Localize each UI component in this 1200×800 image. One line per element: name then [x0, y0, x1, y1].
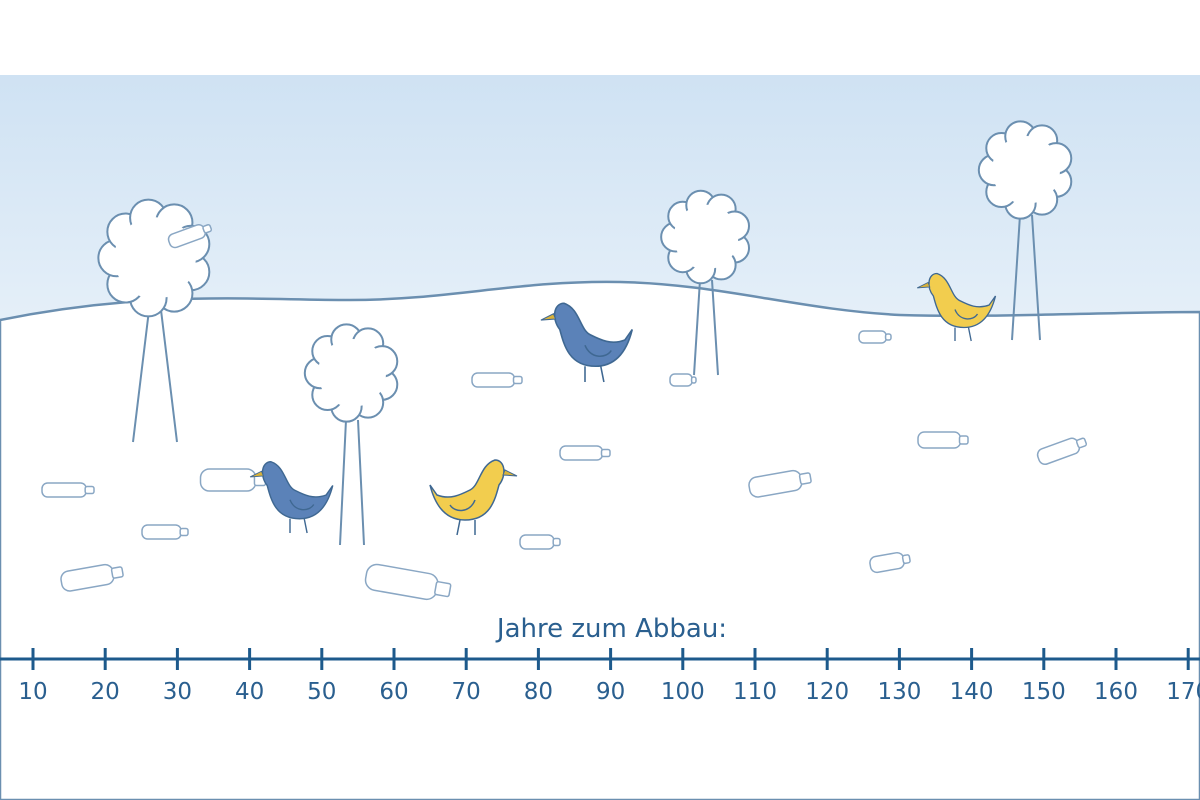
timeline-tick-label: 80 — [524, 679, 553, 705]
timeline-tick-label: 90 — [596, 679, 625, 705]
plastic-bottle-icon — [669, 373, 697, 387]
yellow-duck — [429, 459, 518, 536]
plastic-bottle-icon — [1036, 437, 1088, 466]
plastic-bottle-icon — [41, 482, 95, 498]
plastic-bottle-icon — [364, 563, 452, 601]
yellow-duck — [916, 272, 997, 342]
timeline-tick-label: 120 — [805, 679, 849, 705]
timeline-tick-label: 160 — [1094, 679, 1138, 705]
timeline-tick-label: 150 — [1022, 679, 1066, 705]
timeline-tick-label: 130 — [877, 679, 921, 705]
plastic-bottle-icon — [748, 469, 812, 498]
timeline-tick-label: 40 — [235, 679, 264, 705]
plastic-bottle-icon — [858, 330, 892, 344]
blue-duck — [249, 461, 334, 534]
timeline-tick-label: 110 — [733, 679, 777, 705]
plastic-bottle-icon — [519, 534, 561, 550]
plastic-bottle-icon — [167, 223, 213, 249]
plastic-bottle-icon — [141, 524, 189, 540]
plastic-bottle-icon — [559, 445, 611, 461]
plastic-bottle-icon — [917, 431, 969, 449]
blue-duck — [540, 302, 634, 383]
timeline-axis: Jahre zum Abbau: 10 20 30 40 50 60 70 80 90 100 11… — [0, 614, 1200, 705]
plastic-bottle-icon — [60, 563, 124, 592]
plastic-bottle-icon — [471, 372, 523, 388]
timeline-tick-label: 20 — [91, 679, 120, 705]
timeline-tick-label: 140 — [950, 679, 994, 705]
timeline-tick-label: 60 — [379, 679, 408, 705]
plastic-bottle-icon — [869, 551, 911, 574]
tree — [660, 189, 751, 376]
timeline-tick-label: 70 — [452, 679, 481, 705]
timeline-tick-label: 100 — [661, 679, 705, 705]
tree — [303, 323, 399, 546]
timeline-tick-label: 170 — [1166, 679, 1200, 705]
timeline-tick-label: 30 — [163, 679, 192, 705]
timeline-title: Jahre zum Abbau: — [495, 614, 727, 644]
timeline-tick-label: 10 — [18, 679, 47, 705]
timeline-tick-label: 50 — [307, 679, 336, 705]
tree — [977, 120, 1073, 341]
